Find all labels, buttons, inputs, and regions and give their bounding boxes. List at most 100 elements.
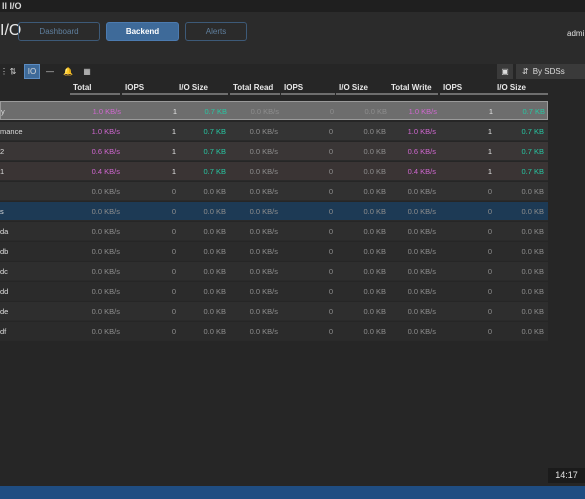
cell-iosize: 0.7 KB (204, 107, 227, 116)
row-name: de (0, 307, 9, 316)
cell-riosize: 0.0 KB (363, 167, 386, 176)
row-name: db (0, 247, 9, 256)
cell-iops: 1 (172, 107, 177, 116)
table-row[interactable]: mance 1.0 KB/s 1 0.7 KB 0.0 KB/s 0 0.0 KB 1.0 K… (0, 122, 548, 141)
cell-wiosize: 0.7 KB (521, 127, 544, 136)
cell-total: 1.0 KB/s (91, 127, 120, 136)
row-name: dd (0, 287, 9, 296)
cell-wiops: 0 (487, 187, 492, 196)
table-row[interactable]: s 0.0 KB/s 0 0.0 KB 0.0 KB/s 0 0.0 KB 0.0 KB/s 0… (0, 202, 548, 221)
col-total-read[interactable]: Total Read (230, 82, 280, 95)
table-row[interactable]: 0.0 KB/s 0 0.0 KB 0.0 KB/s 0 0.0 KB 0.0 KB/s 0 0… (0, 182, 548, 201)
bell-icon[interactable]: 🔔 (63, 67, 73, 76)
cell-riosize: 0.0 KB (363, 207, 386, 216)
table-row[interactable]: db 0.0 KB/s 0 0.0 KB 0.0 KB/s 0 0.0 KB 0.0 KB/s… (0, 242, 548, 261)
table-row[interactable]: dd 0.0 KB/s 0 0.0 KB 0.0 KB/s 0 0.0 KB 0.0 KB/s… (0, 282, 548, 301)
cell-total: 0.0 KB/s (91, 327, 120, 336)
cell-riops: 0 (329, 107, 334, 116)
col-io-size[interactable]: I/O Size (176, 82, 228, 95)
window-icon[interactable]: ▣ (497, 64, 513, 79)
row-name: mance (0, 127, 23, 136)
cell-iosize: 0.7 KB (203, 167, 226, 176)
cell-iosize: 0.0 KB (203, 287, 226, 296)
line-icon[interactable]: — (46, 67, 54, 76)
cell-wiops: 0 (487, 267, 492, 276)
tab-alerts[interactable]: Alerts (185, 22, 247, 41)
cell-iosize: 0.7 KB (203, 127, 226, 136)
col-iops[interactable]: IOPS (122, 82, 176, 95)
cell-riops: 0 (328, 127, 333, 136)
user-menu[interactable]: admi (567, 29, 585, 38)
row-name: 2 (0, 147, 5, 156)
cell-twrite: 1.0 KB/s (408, 107, 437, 116)
cell-tread: 0.0 KB/s (249, 327, 278, 336)
cell-riosize: 0.0 KB (363, 227, 386, 236)
col-write-iops[interactable]: IOPS (440, 82, 494, 95)
cell-riosize: 0.0 KB (363, 287, 386, 296)
cell-riops: 0 (328, 287, 333, 296)
cell-riops: 0 (328, 167, 333, 176)
cell-twrite: 0.0 KB/s (407, 187, 436, 196)
table-icon[interactable]: ▦ (83, 67, 91, 76)
col-read-iops[interactable]: IOPS (281, 82, 335, 95)
table-row[interactable]: df 0.0 KB/s 0 0.0 KB 0.0 KB/s 0 0.0 KB 0.0 KB/s… (0, 322, 548, 341)
col-write-io-size[interactable]: I/O Size (494, 82, 548, 95)
tab-dashboard[interactable]: Dashboard (18, 22, 100, 41)
cell-total: 0.0 KB/s (91, 207, 120, 216)
table-row[interactable]: dc 0.0 KB/s 0 0.0 KB 0.0 KB/s 0 0.0 KB 0.0 KB/s… (0, 262, 548, 281)
cell-tread: 0.0 KB/s (250, 107, 279, 116)
cell-twrite: 0.4 KB/s (407, 167, 436, 176)
cell-twrite: 0.0 KB/s (407, 327, 436, 336)
table-row[interactable]: 1 0.4 KB/s 1 0.7 KB 0.0 KB/s 0 0.0 KB 0.4 KB/s 1… (0, 162, 548, 181)
cell-wiops: 0 (487, 287, 492, 296)
cell-twrite: 0.0 KB/s (407, 227, 436, 236)
col-read-io-size[interactable]: I/O Size (336, 82, 388, 95)
cell-wiosize: 0.0 KB (521, 307, 544, 316)
cell-riops: 0 (328, 147, 333, 156)
hierarchy-icon: ⇵ (522, 67, 529, 76)
cell-wiosize: 0.7 KB (522, 107, 545, 116)
cell-riosize: 0.0 KB (363, 267, 386, 276)
tab-backend[interactable]: Backend (106, 22, 179, 41)
cell-riosize: 0.0 KB (363, 147, 386, 156)
io-label: IO (27, 67, 37, 76)
table-row[interactable]: da 0.0 KB/s 0 0.0 KB 0.0 KB/s 0 0.0 KB 0.0 KB/s… (0, 222, 548, 241)
cell-twrite: 0.0 KB/s (407, 287, 436, 296)
cell-tread: 0.0 KB/s (249, 227, 278, 236)
cell-wiops: 1 (487, 127, 492, 136)
cell-iosize: 0.0 KB (203, 207, 226, 216)
col-total-write[interactable]: Total Write (388, 82, 438, 95)
cell-iops: 0 (171, 247, 176, 256)
cell-total: 0.0 KB/s (91, 267, 120, 276)
arrows-updown-icon[interactable]: ⇅ (9, 67, 17, 76)
table-row[interactable]: de 0.0 KB/s 0 0.0 KB 0.0 KB/s 0 0.0 KB 0.0 KB/s… (0, 302, 548, 321)
col-total[interactable]: Total (70, 82, 120, 95)
cell-iops: 0 (171, 267, 176, 276)
toolbar: ⋮⋮ ⇅ IO — 🔔 ▦ ▣ ⇵ By SDSs (0, 64, 585, 80)
cell-iosize: 0.0 KB (203, 247, 226, 256)
row-name: df (0, 327, 7, 336)
cell-riops: 0 (328, 247, 333, 256)
cell-riops: 0 (328, 207, 333, 216)
table-row[interactable]: 2 0.6 KB/s 1 0.7 KB 0.0 KB/s 0 0.0 KB 0.6 KB/s 1… (0, 142, 548, 161)
table-row[interactable]: y 1.0 KB/s 1 0.7 KB 0.0 KB/s 0 0.0 KB 1.0 KB/s 1… (0, 101, 548, 120)
cell-wiops: 1 (487, 147, 492, 156)
cell-iops: 0 (171, 187, 176, 196)
cell-wiosize: 0.0 KB (521, 287, 544, 296)
cell-iops: 0 (171, 307, 176, 316)
cell-iosize: 0.0 KB (203, 307, 226, 316)
grid-icon[interactable]: ⋮⋮ (0, 67, 16, 76)
grouping-select[interactable]: ⇵ By SDSs (516, 64, 585, 79)
cell-riops: 0 (328, 187, 333, 196)
cell-tread: 0.0 KB/s (249, 187, 278, 196)
cell-tread: 0.0 KB/s (249, 287, 278, 296)
cell-iops: 0 (171, 207, 176, 216)
cell-tread: 0.0 KB/s (249, 247, 278, 256)
cell-wiosize: 0.0 KB (521, 247, 544, 256)
cell-iosize: 0.0 KB (203, 267, 226, 276)
cell-riosize: 0.0 KB (364, 107, 387, 116)
io-icon[interactable]: IO (24, 64, 40, 79)
cell-wiops: 0 (487, 327, 492, 336)
cell-riosize: 0.0 KB (363, 247, 386, 256)
cell-riops: 0 (328, 227, 333, 236)
